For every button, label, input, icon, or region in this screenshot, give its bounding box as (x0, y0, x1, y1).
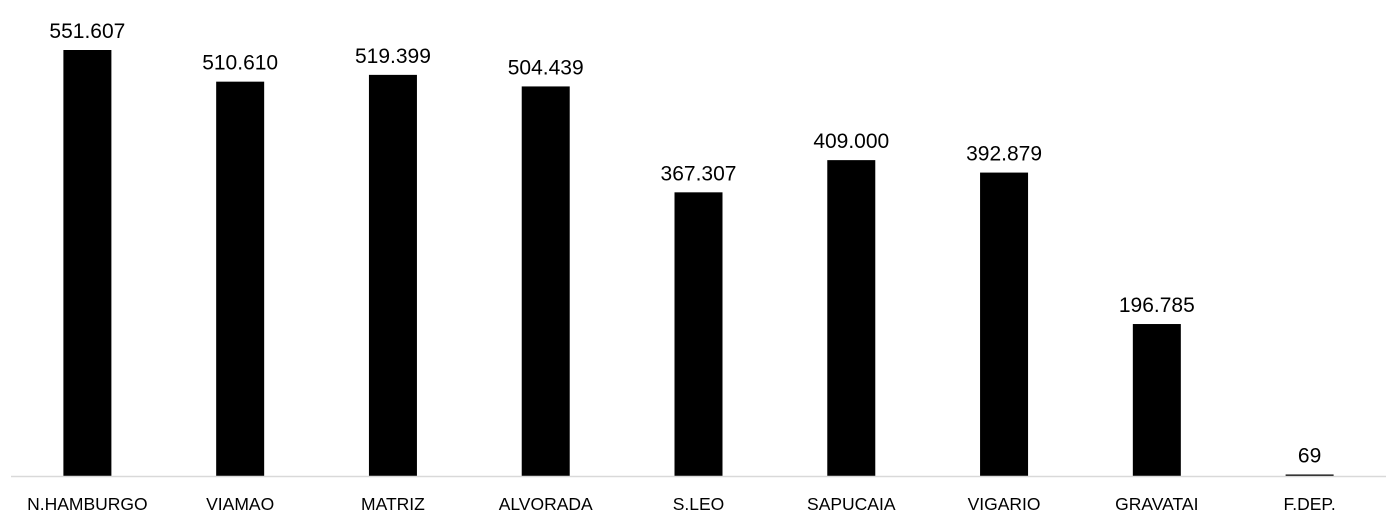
data-label: 196.785 (1119, 294, 1195, 317)
category-label: SAPUCAIA (807, 494, 896, 514)
data-labels-group: 551.607 510.610 519.399 504.439 367.307 409.0… (49, 20, 1321, 468)
category-label: S.LEO (673, 494, 725, 514)
bar-viamao (216, 81, 265, 476)
data-label: 504.439 (508, 56, 584, 79)
bar-sapucaia (827, 160, 876, 476)
category-label: ALVORADA (499, 494, 593, 514)
bar-n-hamburgo (63, 50, 112, 476)
category-label: VIGARIO (968, 494, 1041, 514)
category-label: MATRIZ (361, 494, 425, 514)
bar-vigario (980, 172, 1029, 476)
bar-f-dep (1285, 474, 1334, 476)
bar-gravatai (1132, 324, 1181, 476)
data-label: 392.879 (966, 143, 1042, 166)
bar-s-leo (674, 192, 723, 476)
category-label: VIAMAO (206, 494, 274, 514)
category-labels-group: N.HAMBURGO VIAMAO MATRIZ ALVORADA S.LEO SAPUC… (27, 494, 1336, 514)
bar-alvorada (521, 86, 570, 477)
data-label: 551.607 (49, 20, 125, 43)
data-label: 367.307 (661, 162, 737, 185)
category-label: GRAVATAI (1115, 494, 1198, 514)
bar-matriz (368, 74, 417, 477)
data-label: 69 (1298, 445, 1321, 468)
bars-group (63, 50, 1334, 477)
category-label: F.DEP. (1284, 494, 1336, 514)
data-label: 409.000 (813, 130, 889, 153)
data-label: 510.610 (202, 52, 278, 75)
category-label: N.HAMBURGO (27, 494, 148, 514)
data-label: 519.399 (355, 45, 431, 68)
